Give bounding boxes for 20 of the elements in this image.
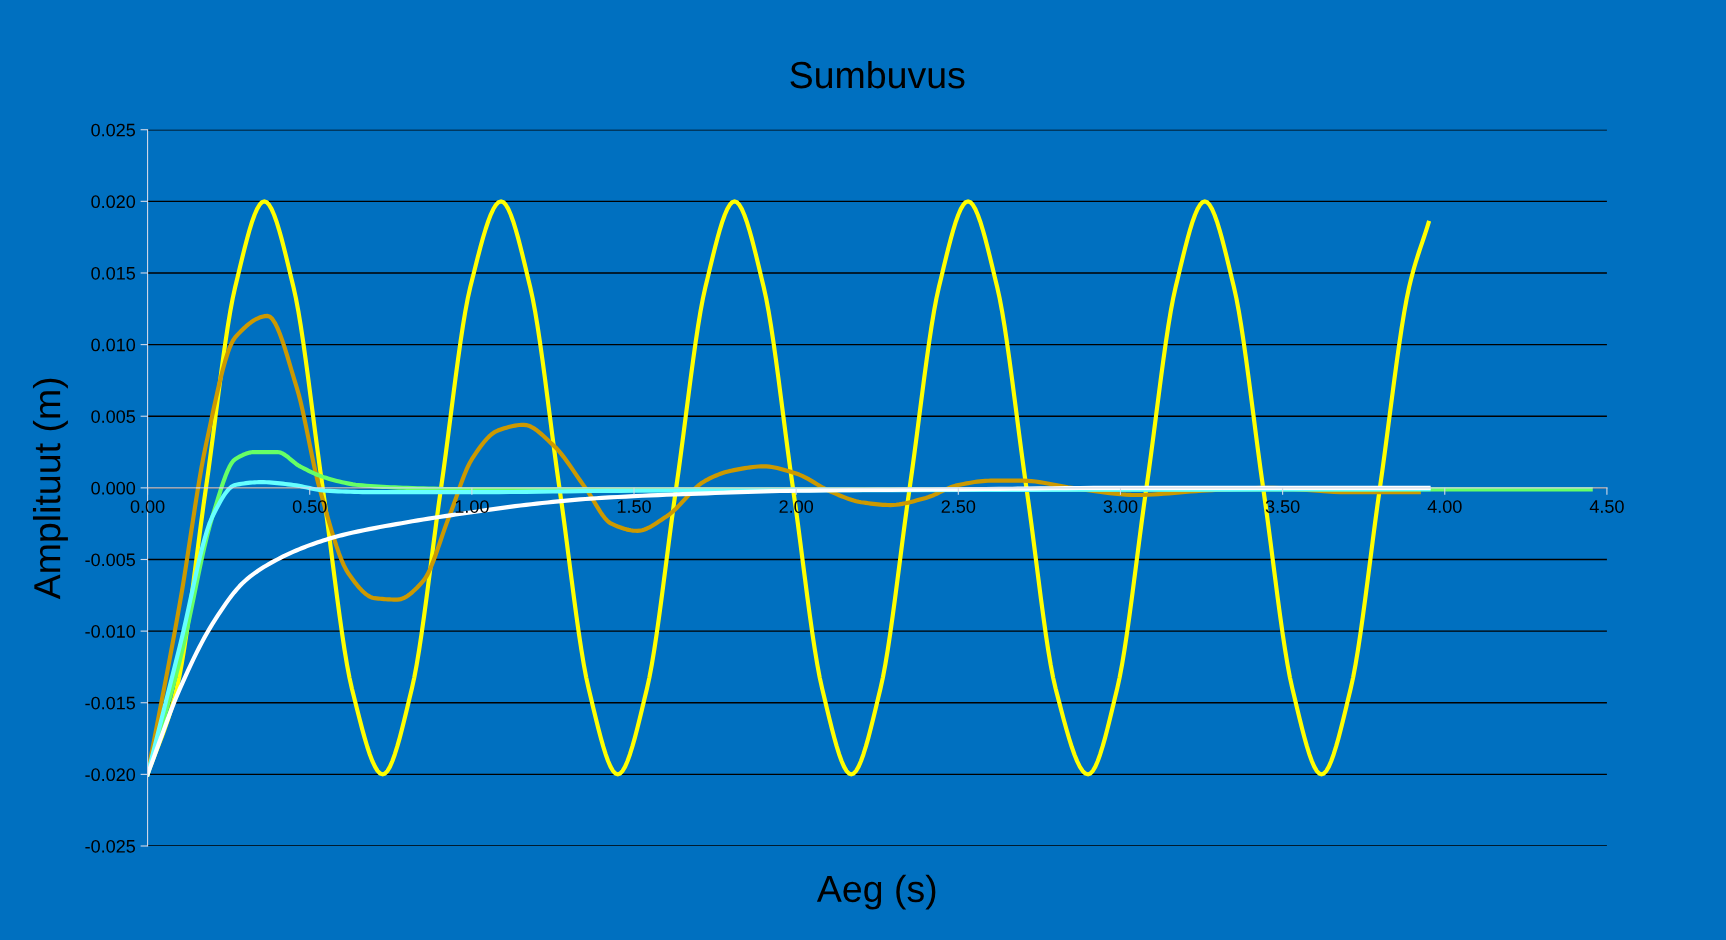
x-tick-label: 1.00 xyxy=(455,500,489,513)
y-tick-label: 0.005 xyxy=(91,410,136,423)
y-tick-label: -0.020 xyxy=(85,768,136,782)
chart-title: Sumbuvus xyxy=(790,60,965,89)
y-axis-title: Amplituut (m) xyxy=(32,378,68,600)
y-tick-label: 0.010 xyxy=(91,338,136,352)
x-tick-label: 2.50 xyxy=(941,500,976,513)
y-tick-label: 0.020 xyxy=(91,195,136,209)
y-tick-label: -0.005 xyxy=(85,553,136,567)
y-tick-label: 0.015 xyxy=(91,266,136,280)
x-tick-label: 1.50 xyxy=(617,500,651,513)
x-tick-label: 4.00 xyxy=(1427,500,1462,513)
y-tick-label: -0.015 xyxy=(85,696,136,710)
x-tick-label: 4.50 xyxy=(1589,500,1624,513)
y-tick-label: 0.025 xyxy=(91,123,136,137)
y-tick-label: -0.010 xyxy=(85,625,136,638)
x-axis-title: Aeg (s) xyxy=(816,874,936,910)
y-tick-label: -0.025 xyxy=(85,839,136,853)
x-tick-label: 3.00 xyxy=(1103,500,1138,513)
y-tick-label: 0.000 xyxy=(91,481,136,495)
